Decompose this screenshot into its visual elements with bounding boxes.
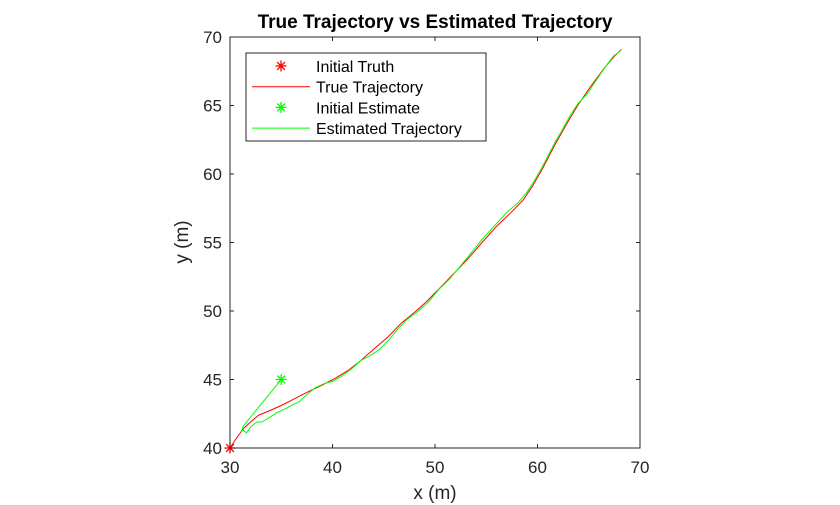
legend-entries: Initial Truth True Trajectory Initial Esti…	[252, 59, 462, 138]
x-tick-label: 40	[323, 458, 342, 477]
x-tick-label: 30	[221, 458, 240, 477]
legend-label: Initial Truth	[316, 59, 394, 76]
y-tick-label: 50	[203, 302, 222, 321]
y-tick-label: 65	[203, 97, 222, 116]
y-tick-label: 45	[203, 371, 222, 390]
legend-initial-estimate-swatch	[275, 101, 287, 113]
legend: Initial Truth True Trajectory Initial Esti…	[245, 52, 487, 142]
legend-item-initial-estimate: Initial Estimate	[275, 100, 420, 117]
legend-item-true-trajectory: True Trajectory	[252, 80, 423, 97]
y-tick-label: 40	[203, 439, 222, 458]
x-axis-ticks: 30 40 50 60 70	[221, 37, 650, 477]
x-tick-label: 50	[426, 458, 445, 477]
y-tick-label: 60	[203, 165, 222, 184]
x-axis-label: x (m)	[413, 483, 456, 504]
initial-estimate-marker	[275, 374, 287, 385]
estimated-trajectory-line	[240, 50, 621, 434]
x-tick-label: 60	[528, 458, 547, 477]
legend-initial-truth-swatch	[275, 60, 287, 72]
chart-title: True Trajectory vs Estimated Trajectory	[258, 12, 613, 33]
series-layer	[224, 48, 622, 454]
y-axis-ticks: 40 45 50 55 60 65 70	[203, 28, 640, 458]
legend-label: Initial Estimate	[316, 100, 420, 117]
legend-item-estimated-trajectory: Estimated Trajectory	[252, 121, 462, 138]
legend-label: True Trajectory	[316, 80, 423, 97]
y-tick-label: 55	[203, 234, 222, 253]
legend-item-initial-truth: Initial Truth	[275, 59, 394, 76]
legend-box	[245, 52, 487, 142]
x-tick-label: 70	[631, 458, 650, 477]
y-tick-label: 70	[203, 28, 222, 47]
legend-label: Estimated Trajectory	[316, 121, 462, 138]
true-trajectory-line	[229, 48, 622, 449]
y-axis-label: y (m)	[172, 220, 193, 263]
